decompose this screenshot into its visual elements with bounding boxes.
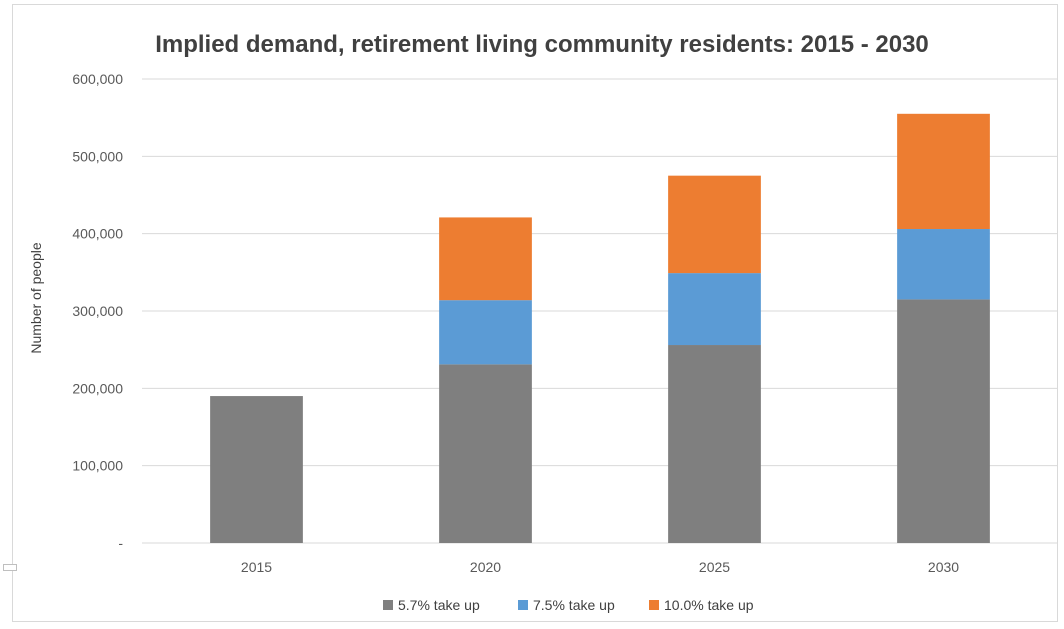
y-tick-label: 400,000 bbox=[72, 226, 123, 242]
bar-2030-series-1 bbox=[897, 229, 990, 300]
y-tick-label: 100,000 bbox=[72, 458, 123, 474]
bar-2015-series-0 bbox=[210, 396, 303, 543]
resize-handle[interactable] bbox=[3, 564, 17, 571]
bar-2030-series-2 bbox=[897, 113, 990, 230]
bar-2030-series-0 bbox=[897, 299, 990, 543]
legend-label: 10.0% take up bbox=[664, 597, 754, 613]
bar-2025-series-0 bbox=[668, 345, 761, 543]
bars bbox=[210, 113, 990, 543]
x-tick-label: 2025 bbox=[699, 559, 730, 575]
legend-swatch bbox=[383, 600, 393, 610]
y-tick-label: 200,000 bbox=[72, 380, 123, 396]
legend-swatch bbox=[649, 600, 659, 610]
y-axis-ticks: - 100,000 200,000 300,000 400,000 500,000 600,… bbox=[72, 71, 123, 551]
x-axis-ticks: 2015 2020 2025 2030 bbox=[241, 559, 959, 575]
legend: 5.7% take up 7.5% take up 10.0% take up bbox=[383, 597, 754, 613]
x-tick-label: 2015 bbox=[241, 559, 272, 575]
x-tick-label: 2020 bbox=[470, 559, 501, 575]
y-tick-label: - bbox=[118, 535, 123, 551]
y-tick-label: 600,000 bbox=[72, 71, 123, 87]
x-tick-label: 2030 bbox=[928, 559, 959, 575]
bar-2025-series-1 bbox=[668, 273, 761, 346]
y-tick-label: 500,000 bbox=[72, 148, 123, 164]
bar-2020-series-0 bbox=[439, 364, 532, 543]
y-axis-title: Number of people bbox=[28, 242, 44, 354]
bar-2025-series-2 bbox=[668, 175, 761, 274]
legend-swatch bbox=[518, 600, 528, 610]
bar-2020-series-2 bbox=[439, 217, 532, 301]
bar-2020-series-1 bbox=[439, 300, 532, 365]
y-tick-label: 300,000 bbox=[72, 303, 123, 319]
legend-label: 7.5% take up bbox=[533, 597, 615, 613]
chart-area bbox=[12, 4, 1058, 622]
chart-title: Implied demand, retirement living commun… bbox=[155, 31, 929, 58]
legend-label: 5.7% take up bbox=[398, 597, 480, 613]
